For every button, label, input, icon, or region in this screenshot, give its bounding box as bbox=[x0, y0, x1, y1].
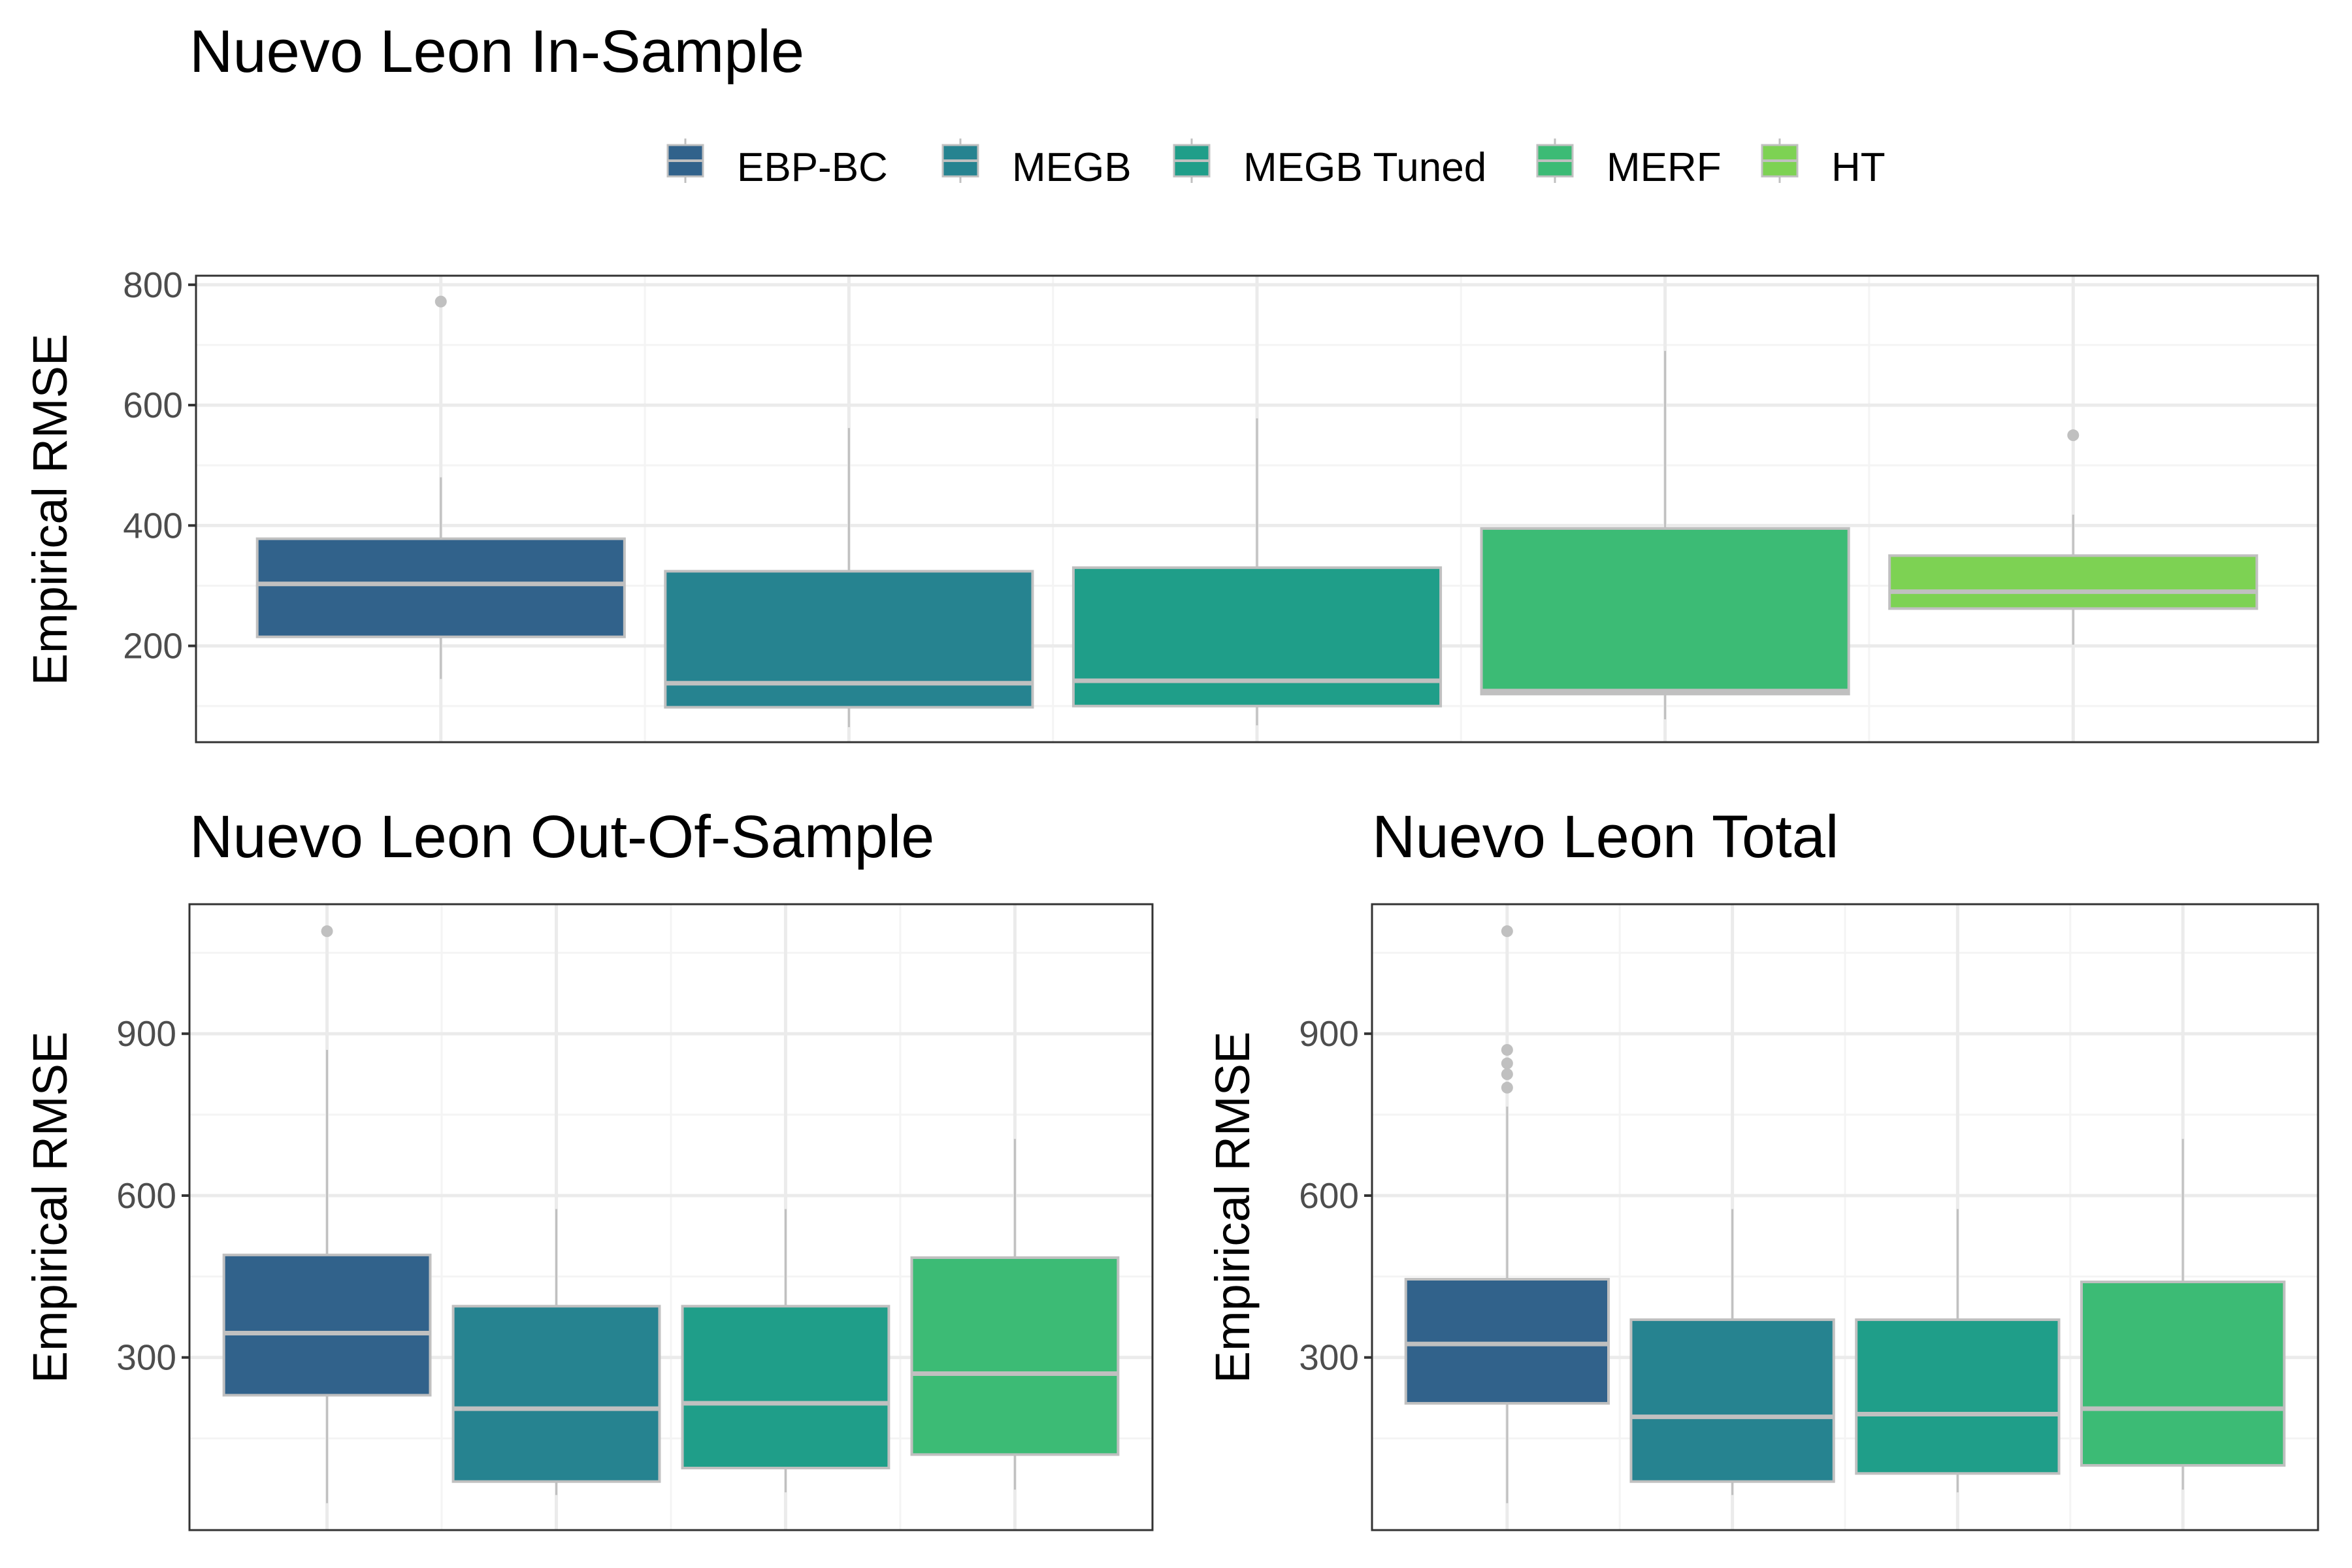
boxes-out-of-sample bbox=[222, 925, 1120, 1503]
outlier-point-ebp-bc bbox=[1501, 1057, 1513, 1070]
y-axis-label-total: Empirical RMSE bbox=[1205, 1032, 1260, 1384]
box-ebp-bc bbox=[255, 295, 626, 679]
box-body-ebp-bc bbox=[1404, 1277, 1610, 1405]
box-merf bbox=[2080, 1139, 2286, 1490]
outlier-point-ht bbox=[2067, 429, 2080, 442]
box-merf bbox=[910, 1139, 1120, 1490]
y-tick-label-in-sample: 600 bbox=[123, 385, 183, 425]
panel-total: Nuevo Leon Total Empirical RMSE 300 600 90… bbox=[1205, 804, 2319, 1531]
panel-in-sample: Nuevo Leon In-Sample Empirical RMSE 200 4… bbox=[23, 18, 2319, 743]
box-body-ht bbox=[1888, 554, 2259, 610]
y-tick-label-out-of-sample: 300 bbox=[116, 1337, 176, 1378]
box-megb bbox=[664, 428, 1034, 727]
outlier-point-ebp-bc bbox=[434, 295, 447, 308]
panel-border-out-of-sample bbox=[188, 903, 1154, 1531]
box-body-ebp-bc bbox=[222, 1253, 432, 1397]
legend-key-ebp-bc bbox=[666, 139, 704, 183]
legend-key-megb bbox=[941, 139, 979, 183]
box-body-megb-tuned bbox=[681, 1305, 890, 1470]
y-axis-label-in-sample: Empirical RMSE bbox=[23, 334, 77, 686]
y-tick-label-total: 300 bbox=[1299, 1337, 1359, 1378]
outlier-point-ebp-bc bbox=[1501, 1043, 1513, 1056]
legend-label-ht: HT bbox=[1831, 145, 1886, 190]
outlier-point-ebp-bc bbox=[1501, 1081, 1513, 1094]
chart-title-out-of-sample: Nuevo Leon Out-Of-Sample bbox=[189, 804, 934, 870]
y-tick-label-out-of-sample: 900 bbox=[116, 1013, 176, 1054]
box-body-megb bbox=[1629, 1318, 1835, 1483]
box-body-merf bbox=[910, 1256, 1120, 1456]
box-megb bbox=[1629, 1209, 1835, 1495]
legend-label-merf: MERF bbox=[1607, 145, 1722, 190]
legend-label-ebp-bc: EBP-BC bbox=[737, 145, 888, 190]
y-tick-label-total: 900 bbox=[1299, 1013, 1359, 1054]
legend-key-ht bbox=[1761, 139, 1799, 183]
legend-label-megb: MEGB bbox=[1012, 145, 1132, 190]
y-ticks-total: 300 600 900 bbox=[1299, 1013, 1372, 1378]
box-megb bbox=[451, 1209, 661, 1495]
boxes-in-sample bbox=[255, 295, 2259, 727]
legend-item-megb-tuned: MEGB Tuned bbox=[1173, 139, 1486, 190]
chart-title-in-sample: Nuevo Leon In-Sample bbox=[189, 18, 804, 85]
legend-key-megb-tuned bbox=[1173, 139, 1211, 183]
box-body-ebp-bc bbox=[255, 537, 626, 638]
box-megb-tuned bbox=[1855, 1209, 2061, 1493]
boxes-total bbox=[1404, 925, 2286, 1503]
y-tick-label-total: 600 bbox=[1299, 1175, 1359, 1216]
y-ticks-out-of-sample: 300 600 900 bbox=[116, 1013, 189, 1378]
panel-out-of-sample: Nuevo Leon Out-Of-Sample Empirical RMSE … bbox=[23, 804, 1154, 1531]
box-body-megb bbox=[451, 1305, 661, 1483]
outlier-point-ebp-bc bbox=[1501, 1068, 1513, 1081]
outlier-point-ebp-bc bbox=[321, 925, 333, 938]
y-tick-label-in-sample: 400 bbox=[123, 505, 183, 546]
box-body-merf bbox=[2080, 1281, 2286, 1467]
legend: EBP-BC MEGB MEGB Tuned MERF HT bbox=[666, 139, 1886, 190]
box-body-megb bbox=[664, 570, 1034, 709]
box-ebp-bc bbox=[222, 925, 432, 1503]
panel-border-total bbox=[1371, 903, 2319, 1531]
y-tick-label-out-of-sample: 600 bbox=[116, 1175, 176, 1216]
box-body-megb-tuned bbox=[1855, 1318, 2061, 1475]
y-ticks-in-sample: 200 400 600 800 bbox=[123, 265, 196, 666]
box-body-megb-tuned bbox=[1071, 566, 1443, 708]
legend-key-merf bbox=[1536, 139, 1574, 183]
box-merf bbox=[1480, 351, 1850, 719]
legend-item-ht: HT bbox=[1761, 139, 1886, 190]
legend-item-megb: MEGB bbox=[941, 139, 1132, 190]
outlier-point-ebp-bc bbox=[1501, 925, 1513, 938]
box-ht bbox=[1888, 429, 2259, 645]
y-tick-label-in-sample: 800 bbox=[123, 265, 183, 305]
legend-item-merf: MERF bbox=[1536, 139, 1722, 190]
box-ebp-bc bbox=[1404, 925, 1610, 1503]
box-body-merf bbox=[1480, 527, 1850, 696]
y-tick-label-in-sample: 200 bbox=[123, 626, 183, 666]
box-megb-tuned bbox=[1071, 418, 1443, 726]
chart-title-total: Nuevo Leon Total bbox=[1372, 804, 1838, 870]
box-megb-tuned bbox=[681, 1209, 890, 1493]
legend-item-ebp-bc: EBP-BC bbox=[666, 139, 888, 190]
y-axis-label-out-of-sample: Empirical RMSE bbox=[23, 1032, 77, 1384]
panel-border-in-sample bbox=[195, 274, 2319, 743]
legend-label-megb-tuned: MEGB Tuned bbox=[1243, 145, 1486, 190]
